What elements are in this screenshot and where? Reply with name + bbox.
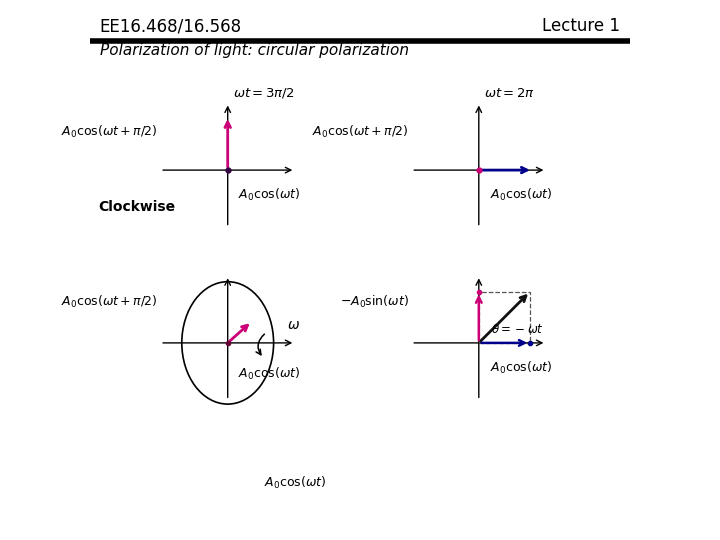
Text: Lecture 1: Lecture 1	[542, 17, 621, 35]
Bar	[479, 292, 530, 343]
Text: $\omega$: $\omega$	[287, 319, 300, 333]
Text: $A_0 \cos(\omega t + \pi / 2)$: $A_0 \cos(\omega t + \pi / 2)$	[312, 124, 409, 140]
Text: $\omega t = 2\pi$: $\omega t = 2\pi$	[484, 87, 536, 100]
Text: $-A_0 \sin(\omega t)$: $-A_0 \sin(\omega t)$	[340, 294, 409, 310]
Text: Clockwise: Clockwise	[98, 200, 175, 214]
Text: $A_0 \cos(\omega t)$: $A_0 \cos(\omega t)$	[264, 475, 326, 491]
Text: $\omega t = 3\pi / 2$: $\omega t = 3\pi / 2$	[233, 86, 295, 100]
Text: $A_0 \cos(\omega t + \pi / 2)$: $A_0 \cos(\omega t + \pi / 2)$	[60, 124, 158, 140]
Text: $\theta = -\omega t$: $\theta = -\omega t$	[491, 323, 544, 336]
Text: Polarization of light: circular polarization: Polarization of light: circular polariza…	[99, 43, 409, 58]
Text: $A_0 \cos(\omega t)$: $A_0 \cos(\omega t)$	[238, 187, 301, 204]
Text: $A_0 \cos(\omega t)$: $A_0 \cos(\omega t)$	[238, 366, 301, 382]
Text: $A_0 \cos(\omega t)$: $A_0 \cos(\omega t)$	[490, 187, 552, 204]
Text: $A_0 \cos(\omega t + \pi / 2)$: $A_0 \cos(\omega t + \pi / 2)$	[60, 294, 158, 310]
Text: EE16.468/16.568: EE16.468/16.568	[99, 17, 242, 35]
Text: $A_0 \cos(\omega t)$: $A_0 \cos(\omega t)$	[490, 360, 552, 376]
